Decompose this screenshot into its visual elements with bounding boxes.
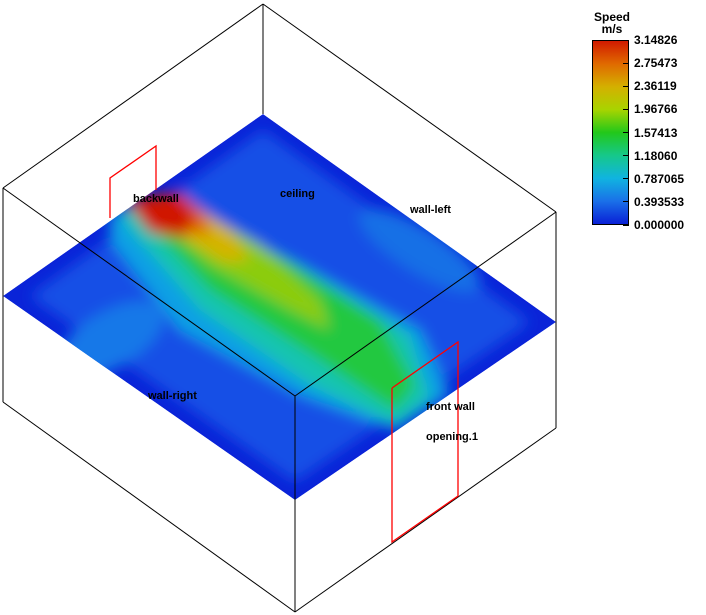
legend-tick-label: 0.000000 — [634, 218, 685, 232]
legend-title: Speed — [593, 10, 630, 24]
legend-tick-mark — [623, 155, 629, 157]
label-backwall: backwall — [133, 193, 179, 205]
bounding-box-front — [2, 187, 557, 613]
bounding-box-back — [2, 3, 557, 213]
legend-tick-label: 1.96766 — [634, 102, 678, 117]
legend-tick-label: 3.14826 — [634, 33, 678, 47]
label-opening: opening.1 — [426, 431, 478, 443]
label-front-wall: front wall — [426, 401, 475, 413]
legend-tick-label: 2.75473 — [634, 56, 678, 71]
legend-tick-mark — [623, 178, 629, 180]
legend-tick-mark — [623, 201, 629, 203]
legend-tick-mark — [623, 224, 629, 226]
label-wall-right: wall-right — [148, 390, 197, 402]
backwall-inlet-outline — [109, 144, 157, 218]
speed-contour-plane — [3, 114, 556, 500]
label-ceiling: ceiling — [280, 188, 315, 200]
legend-tick-label: 2.36119 — [634, 79, 677, 94]
legend-tick-label: 0.393533 — [634, 194, 685, 209]
legend-tick-mark — [623, 62, 629, 64]
legend-colorbar — [592, 40, 629, 225]
legend-tick-label: 0.787065 — [634, 171, 685, 186]
opening-outline — [391, 340, 459, 544]
legend-tick-label: 1.57413 — [634, 125, 678, 140]
legend-tick-mark — [623, 108, 629, 110]
legend-tick-label: 1.18060 — [634, 148, 678, 163]
legend-tick-mark — [623, 39, 629, 41]
legend-tick-mark — [623, 85, 629, 87]
label-wall-left: wall-left — [410, 204, 451, 216]
legend-unit: m/s — [601, 22, 623, 36]
legend-tick-mark — [623, 132, 629, 133]
